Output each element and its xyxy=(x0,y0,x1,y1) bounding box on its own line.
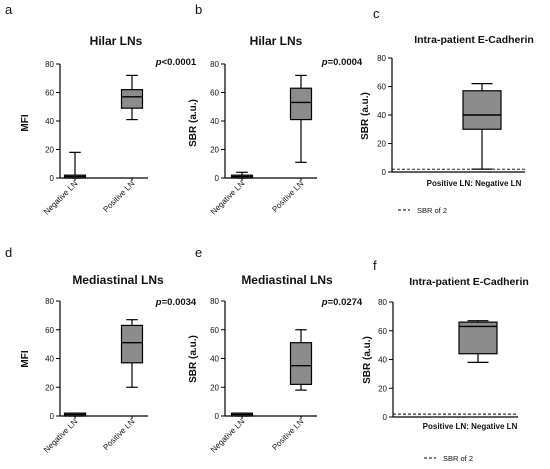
y-tick-label: 20 xyxy=(45,146,54,155)
panel-letter: a xyxy=(5,2,13,17)
chart-title: Hilar LNs xyxy=(250,34,303,48)
y-tick-label: 20 xyxy=(378,384,387,393)
x-category-label: Positive LN xyxy=(101,417,136,452)
box-0 xyxy=(230,412,254,417)
y-tick-label: 40 xyxy=(378,356,387,365)
x-category-label: Negative LN xyxy=(42,179,80,217)
y-tick-label: 80 xyxy=(377,54,386,63)
p-value-label: p<0.0001 xyxy=(155,57,197,68)
y-tick-label: 20 xyxy=(210,146,219,155)
p-value-label: p=0.0004 xyxy=(321,57,363,68)
y-tick-label: 60 xyxy=(210,89,219,98)
panel-d: d Mediastinal LNs 0 20 40 60 80 MFI Negative LN P… xyxy=(5,245,197,455)
p-value-number: <0.0001 xyxy=(162,57,197,68)
y-tick-label: 40 xyxy=(377,111,386,120)
panel-letter: b xyxy=(195,2,202,17)
y-tick-label: 80 xyxy=(210,297,219,306)
box-0 xyxy=(63,412,87,417)
x-category-label: Positive LN xyxy=(101,179,136,214)
y-tick-label: 60 xyxy=(210,326,219,335)
panel-b: b Hilar LNs 0 20 40 60 80 SBR (a.u.) Negative LN… xyxy=(188,2,363,217)
p-value-number: =0.0004 xyxy=(328,57,363,68)
y-tick-label: 80 xyxy=(378,298,387,307)
box-1 xyxy=(289,74,313,163)
y-axis-label: SBR (a.u.) xyxy=(188,99,199,147)
box-iqr xyxy=(462,90,502,130)
y-axis-label: SBR (a.u.) xyxy=(362,336,373,384)
y-tick-label: 40 xyxy=(45,355,54,364)
box-iqr xyxy=(120,89,144,109)
p-value-prefix: p xyxy=(155,57,162,68)
y-axis-label: SBR (a.u.) xyxy=(360,92,371,140)
panel-f: f Intra-patient E-Cadherin 0 20 40 60 80 SBR (a… xyxy=(362,258,529,463)
x-category-label: Positive LN xyxy=(270,417,305,452)
p-value-prefix: p xyxy=(321,57,328,68)
x-category-label: Negative LN xyxy=(209,179,247,217)
y-tick-label: 0 xyxy=(382,168,387,177)
p-value-prefix: p xyxy=(155,297,162,308)
x-category-label: Positive LN xyxy=(270,179,305,214)
chart-title: Mediastinal LNs xyxy=(241,273,333,287)
y-tick-label: 40 xyxy=(45,117,54,126)
y-tick-label: 80 xyxy=(45,60,54,69)
p-value-label: p=0.0034 xyxy=(155,297,197,308)
y-tick-label: 40 xyxy=(210,117,219,126)
x-category-label: Negative LN xyxy=(209,417,247,455)
y-tick-label: 80 xyxy=(210,60,219,69)
box-iqr xyxy=(289,87,313,121)
p-value-number: =0.0034 xyxy=(162,297,197,308)
y-axis-label: MFI xyxy=(20,114,31,131)
y-tick-label: 0 xyxy=(50,174,55,183)
box-0 xyxy=(230,171,254,179)
legend-label: SBR of 2 xyxy=(417,206,447,215)
y-tick-label: 60 xyxy=(377,83,386,92)
y-tick-label: 40 xyxy=(210,355,219,364)
legend-label: SBR of 2 xyxy=(443,454,473,463)
box-1 xyxy=(289,329,313,391)
y-axis-label: SBR (a.u.) xyxy=(188,335,199,383)
y-tick-label: 0 xyxy=(383,413,388,422)
box-iqr xyxy=(120,324,144,364)
p-value-label: p=0.0274 xyxy=(321,297,363,308)
panel-letter: e xyxy=(195,245,202,260)
panel-letter: d xyxy=(5,245,12,260)
y-tick-label: 0 xyxy=(215,412,220,421)
y-tick-label: 60 xyxy=(45,89,54,98)
p-value-number: =0.0274 xyxy=(328,297,363,308)
box-1 xyxy=(120,319,144,388)
x-category-label: Negative LN xyxy=(42,417,80,455)
y-tick-label: 20 xyxy=(377,140,386,149)
y-tick-label: 20 xyxy=(45,383,54,392)
panel-c: c Intra-patient E-Cadherin 0 20 40 60 80 SBR (a… xyxy=(360,6,534,215)
box-iqr xyxy=(458,321,498,355)
chart-title: Mediastinal LNs xyxy=(72,273,164,287)
panel-letter: c xyxy=(373,6,380,21)
box-0 xyxy=(458,320,498,363)
y-tick-label: 80 xyxy=(45,297,54,306)
chart-title: Intra-patient E-Cadherin xyxy=(414,34,534,46)
chart-title: Hilar LNs xyxy=(90,34,143,48)
y-tick-label: 60 xyxy=(378,327,387,336)
y-tick-label: 20 xyxy=(210,383,219,392)
p-value-prefix: p xyxy=(321,297,328,308)
chart-title: Intra-patient E-Cadherin xyxy=(409,276,529,288)
box-0 xyxy=(63,151,87,179)
y-axis-label: MFI xyxy=(20,350,31,367)
x-category-label: Positive LN: Negative LN xyxy=(427,179,522,188)
box-0 xyxy=(462,83,502,170)
panel-a: a Hilar LNs 0 20 40 60 80 MFI Negative LN Positiv… xyxy=(5,2,197,217)
box-1 xyxy=(120,74,144,121)
x-category-label: Positive LN: Negative LN xyxy=(423,422,518,431)
panel-letter: f xyxy=(373,258,377,273)
panel-e: e Mediastinal LNs 0 20 40 60 80 SBR (a.u.) Negat… xyxy=(188,245,363,455)
y-tick-label: 0 xyxy=(215,174,220,183)
y-tick-label: 0 xyxy=(50,412,55,421)
y-tick-label: 60 xyxy=(45,326,54,335)
box-iqr xyxy=(289,342,313,385)
